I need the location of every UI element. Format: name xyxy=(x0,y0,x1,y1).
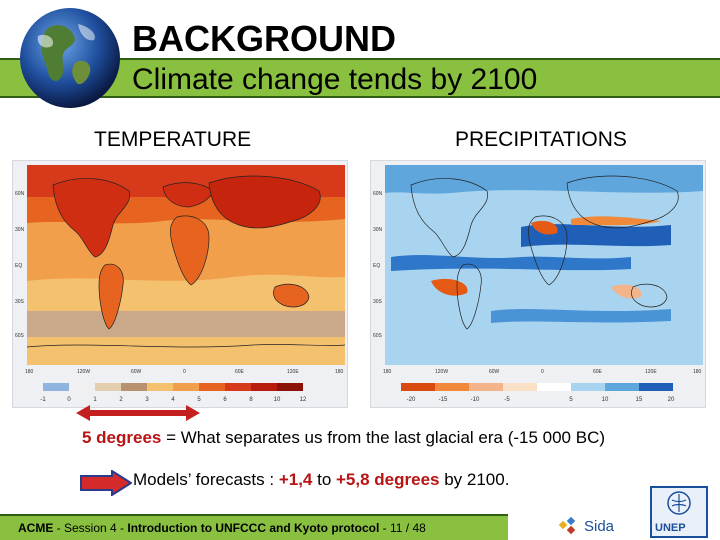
scale-tick: 2 xyxy=(119,397,123,403)
scale-tick: 12 xyxy=(300,397,307,403)
scale-tick: -1 xyxy=(40,397,46,403)
forecast-note: Models’ forecasts : +1,4 to +5,8 degrees… xyxy=(133,470,509,490)
temperature-map: 60N 30N EQ 30S 60S 180 120W 60W 0 60E 12… xyxy=(12,160,348,408)
lon-label: 180 xyxy=(335,369,344,375)
scale-tick: 3 xyxy=(145,397,149,403)
lon-label: 60W xyxy=(489,369,500,375)
lon-label: 0 xyxy=(183,369,186,375)
lat-label: 30S xyxy=(15,299,25,305)
footer-page: - 11 / 48 xyxy=(379,521,426,535)
precipitations-label: PRECIPITATIONS xyxy=(455,128,627,151)
lon-label: 120E xyxy=(287,369,299,375)
lon-label: 60E xyxy=(593,369,603,375)
five-degrees-highlight: 5 degrees xyxy=(82,428,162,447)
scale-tick: 4 xyxy=(171,397,175,403)
scale-tick: -20 xyxy=(407,397,416,403)
unep-logo xyxy=(650,486,708,538)
forecast-high: +5,8 degrees xyxy=(336,470,440,489)
scale-tick: 6 xyxy=(223,397,227,403)
scale-tick: 5 xyxy=(197,397,201,403)
scale-tick: 10 xyxy=(602,397,609,403)
unep-logo-text: UNEP xyxy=(655,522,686,534)
header-top xyxy=(0,0,720,58)
lat-label: 60N xyxy=(373,191,383,197)
footer-acme: ACME xyxy=(18,521,54,535)
lat-label: 60S xyxy=(373,333,383,339)
scale-tick: 0 xyxy=(67,397,71,403)
scale-tick: 10 xyxy=(274,397,281,403)
lon-label: 180 xyxy=(25,369,34,375)
lon-label: 180 xyxy=(383,369,392,375)
lat-label: 30S xyxy=(373,299,383,305)
lat-label: 60N xyxy=(15,191,25,197)
lon-label: 180 xyxy=(693,369,702,375)
footer-bar: ACME - Session 4 - Introduction to UNFCC… xyxy=(0,514,508,540)
unep-emblem-icon xyxy=(667,491,691,515)
lon-label: 60E xyxy=(235,369,245,375)
lon-label: 120W xyxy=(77,369,90,375)
scale-tick: -5 xyxy=(504,397,510,403)
temperature-color-scale xyxy=(43,383,303,391)
scale-tick: -15 xyxy=(439,397,448,403)
lat-label: EQ xyxy=(15,263,22,269)
sida-logo-icon xyxy=(558,516,576,535)
lon-label: 120W xyxy=(435,369,448,375)
temperature-label: TEMPERATURE xyxy=(94,128,252,151)
lat-label: EQ xyxy=(373,263,380,269)
glacial-era-note: 5 degrees = What separates us from the l… xyxy=(82,428,605,448)
lat-label: 30N xyxy=(15,227,25,233)
glacial-era-text: = What separates us from the last glacia… xyxy=(161,428,606,447)
lat-label: 30N xyxy=(373,227,383,233)
globe-icon xyxy=(20,8,120,108)
scale-tick: 8 xyxy=(249,397,253,403)
scale-tick: 5 xyxy=(569,397,573,403)
lat-label: 60S xyxy=(15,333,25,339)
footer-session: - Session 4 - xyxy=(53,521,128,535)
forecast-suffix: by 2100. xyxy=(439,470,510,489)
slide-subtitle: Climate change tends by 2100 xyxy=(132,63,538,96)
lon-label: 60W xyxy=(131,369,142,375)
forecast-low: +1,4 xyxy=(278,470,313,489)
double-arrow-icon xyxy=(76,405,200,421)
footer-course: Introduction to UNFCCC and Kyoto protoco… xyxy=(127,521,380,535)
slide-title: BACKGROUND xyxy=(132,18,396,59)
header-line-bottom xyxy=(0,96,720,98)
header-line-top xyxy=(0,58,720,60)
right-arrow-icon xyxy=(80,470,132,496)
scale-tick: 15 xyxy=(636,397,643,403)
scale-tick: 1 xyxy=(93,397,97,403)
header-bar xyxy=(0,58,720,98)
lon-label: 120E xyxy=(645,369,657,375)
precipitation-map: 60N 30N EQ 30S 60S 180 120W 60W 0 60E 12… xyxy=(370,160,706,408)
sida-logo-text: Sida xyxy=(584,518,615,535)
precipitation-color-scale xyxy=(401,383,673,391)
forecast-prefix: Models’ forecasts : xyxy=(133,470,279,489)
scale-tick: -10 xyxy=(471,397,480,403)
scale-tick: 20 xyxy=(668,397,675,403)
lon-label: 0 xyxy=(541,369,544,375)
forecast-middle: to xyxy=(312,470,336,489)
